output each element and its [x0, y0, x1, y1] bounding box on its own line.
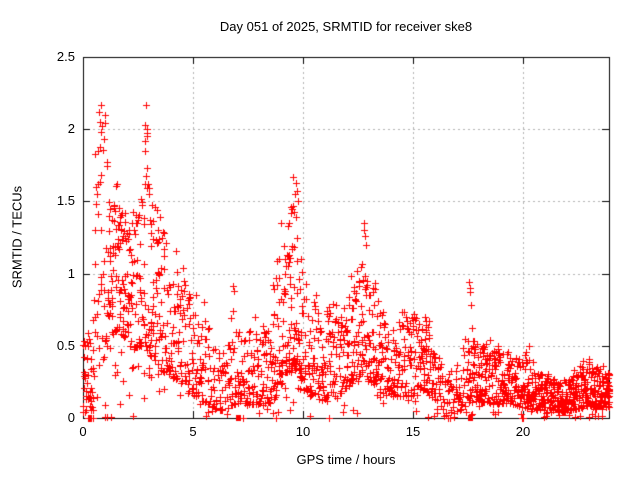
x-tick-label: 5	[189, 424, 197, 439]
y-tick-label: 2.5	[56, 49, 75, 64]
x-tick-label: 0	[79, 424, 87, 439]
y-tick-label: 2	[67, 121, 75, 136]
x-axis-label: GPS time / hours	[296, 452, 396, 467]
x-tick-label: 10	[295, 424, 311, 439]
x-tick-label: 15	[405, 424, 421, 439]
y-axis-label: SRMTID / TECUs	[9, 185, 25, 289]
y-tick-label: 1.5	[56, 193, 75, 208]
y-tick-label: 1	[67, 266, 75, 281]
y-tick-label: 0	[67, 410, 75, 425]
y-tick-label: 0.5	[56, 338, 75, 353]
chart-title: Day 051 of 2025, SRMTID for receiver ske…	[219, 19, 473, 34]
x-tick-label: 20	[515, 424, 531, 439]
